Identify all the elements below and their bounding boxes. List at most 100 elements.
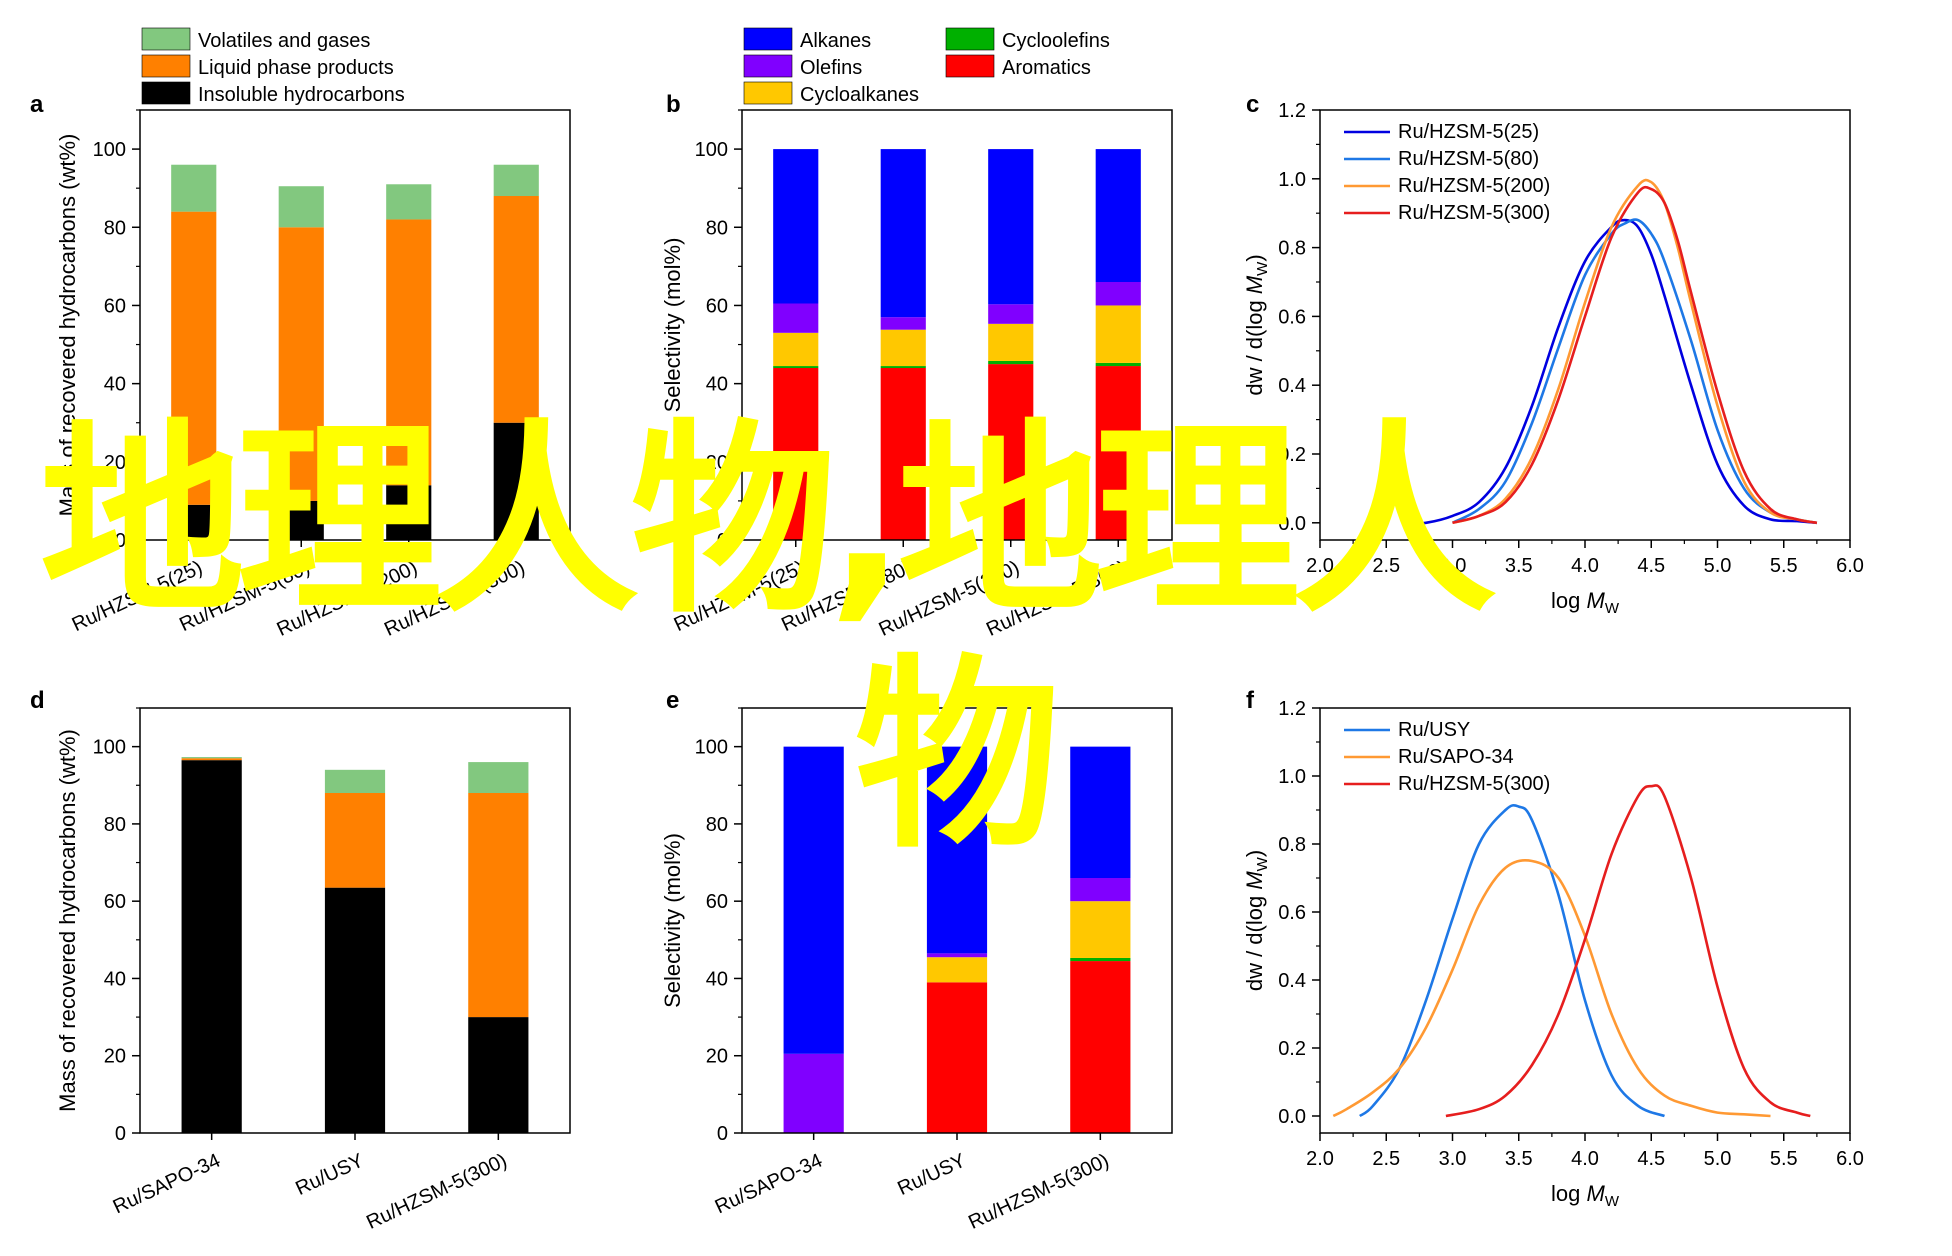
x-category-label: Ru/SAPO-34 <box>110 1150 224 1219</box>
series-line-ru-hzsm-5-300 <box>1445 784 1811 1118</box>
x-category-label: Ru/HZSM-5(300) <box>363 1150 510 1234</box>
y-tick-label: 100 <box>93 139 126 161</box>
legend-label-ru-hzsm-5-25: Ru/HZSM-5(25) <box>1398 121 1539 143</box>
bar-insoluble-hydrocarbons-ru-sapo-34 <box>181 760 242 1133</box>
legend-label-volatiles: Volatiles and gases <box>198 30 370 52</box>
panel-label-e: e <box>666 687 679 714</box>
bar-cycloalkanes-ru-hzsm-5-200 <box>988 323 1034 361</box>
series-line-ru-sapo-34 <box>1332 859 1771 1118</box>
bar-insoluble-hydrocarbons-ru-hzsm-5-300 <box>493 422 539 540</box>
bar-cycloolefins-ru-hzsm-5-200 <box>988 360 1034 365</box>
x-category-label: Ru/SAPO-34 <box>712 1150 826 1219</box>
bar-aromatics-ru-hzsm-5-300 <box>1095 366 1141 540</box>
bar-alkanes-ru-hzsm-5-300 <box>1095 149 1141 282</box>
bar-aromatics-ru-hzsm-5-25 <box>773 368 819 540</box>
legend-swatch-aromatics <box>945 54 995 78</box>
bar-insoluble-hydrocarbons-ru-hzsm-5-200 <box>386 485 432 540</box>
x-tick-label: 3.0 <box>1439 1148 1467 1170</box>
y-tick-label: 0.8 <box>1278 834 1306 856</box>
legend-swatch-olefins <box>743 54 793 78</box>
y-axis-label: dw / d(log MW) <box>1242 850 1271 991</box>
bar-olefins-ru-hzsm-5-25 <box>773 303 819 333</box>
bar-liquid-phase-products-ru-usy <box>324 793 386 888</box>
plot-frame <box>741 109 1173 541</box>
y-tick-label: 20 <box>706 1046 728 1068</box>
bar-alkanes-ru-hzsm-5-200 <box>988 149 1034 305</box>
y-tick-label: 0.6 <box>1278 306 1306 328</box>
y-tick-label: 60 <box>706 891 728 913</box>
legend-label-ru-hzsm-5-80: Ru/HZSM-5(80) <box>1398 148 1539 170</box>
bar-liquid-phase-products-ru-hzsm-5-80 <box>278 227 324 501</box>
x-tick-label: 4.0 <box>1571 555 1599 577</box>
y-tick-label: 40 <box>706 374 728 396</box>
bar-olefins-ru-sapo-34 <box>783 1053 844 1133</box>
panel-label-c: c <box>1246 91 1259 118</box>
x-category-label: Ru/USY <box>894 1150 969 1200</box>
panel-c-chart: 2.0 2.5 3.0 3.5 4.0 4.5 5.0 5.5 6.0 0.0 0.2 0.4 0.6 0… <box>1242 100 1864 617</box>
x-axis-label: log MW <box>1551 1181 1620 1210</box>
y-tick-label: 20 <box>104 452 126 474</box>
y-tick-label: 20 <box>104 1046 126 1068</box>
legend-label-ru-hzsm-5-200: Ru/HZSM-5(200) <box>1398 175 1550 197</box>
x-tick-label: 5.5 <box>1770 1148 1798 1170</box>
plot-frame <box>139 707 571 1134</box>
panel-label-b: b <box>666 91 681 118</box>
bar-alkanes-ru-hzsm-5-25 <box>773 149 819 304</box>
legend-swatch-insoluble <box>141 81 191 105</box>
y-tick-label: 0.4 <box>1278 970 1306 992</box>
y-tick-label: 1.0 <box>1278 766 1306 788</box>
x-tick-label: 4.0 <box>1571 1148 1599 1170</box>
bar-insoluble-hydrocarbons-ru-usy <box>324 887 386 1133</box>
bar-alkanes-ru-usy <box>926 746 988 954</box>
bar-cycloalkanes-ru-hzsm-5-300 <box>1070 901 1131 958</box>
y-tick-label: 1.0 <box>1278 169 1306 191</box>
panel-label-a: a <box>30 91 44 118</box>
bar-volatiles-and-gases-ru-hzsm-5-200 <box>386 184 432 220</box>
legend-label-ru-usy: Ru/USY <box>1398 719 1470 741</box>
y-tick-label: 0.0 <box>1278 1106 1306 1128</box>
bar-aromatics-ru-hzsm-5-200 <box>988 364 1034 540</box>
x-category-label: Ru/USY <box>292 1150 367 1200</box>
x-tick-label: 6.0 <box>1836 555 1864 577</box>
x-tick-label: 2.5 <box>1372 555 1400 577</box>
series-line-ru-hzsm-5-25 <box>1412 218 1818 525</box>
bar-volatiles-and-gases-ru-hzsm-5-300 <box>468 762 529 793</box>
series-line-ru-hzsm-5-200 <box>1452 178 1818 525</box>
legend-label-alkanes: Alkanes <box>800 30 871 52</box>
bar-volatiles-and-gases-ru-sapo-34 <box>181 757 242 759</box>
y-axis-label: Selectivity (mol%) <box>660 833 685 1008</box>
x-tick-label: 2.0 <box>1306 1148 1334 1170</box>
bar-aromatics-ru-hzsm-5-300 <box>1070 961 1131 1133</box>
x-tick-label: 6.0 <box>1836 1148 1864 1170</box>
legend-mass: Volatiles and gases Liquid phase product… <box>141 27 405 106</box>
y-axis-label: Mass of recovered hydrocarbons (wt%) <box>55 729 80 1112</box>
legend-label-insoluble: Insoluble hydrocarbons <box>198 84 405 106</box>
y-tick-label: 100 <box>93 737 126 759</box>
bar-cycloolefins-ru-hzsm-5-25 <box>773 366 819 368</box>
legend-label-aromatics: Aromatics <box>1002 57 1091 79</box>
y-tick-label: 60 <box>706 295 728 317</box>
legend-swatch-alkanes <box>743 27 793 51</box>
legend-label-ru-hzsm-5-300: Ru/HZSM-5(300) <box>1398 773 1550 795</box>
y-tick-label: 0.0 <box>1278 513 1306 535</box>
bar-cycloalkanes-ru-hzsm-5-80 <box>880 329 926 367</box>
bar-liquid-phase-products-ru-hzsm-5-300 <box>493 196 539 423</box>
panel-b-chart: Ru/HZSM-5(25)Ru/HZSM-5(80)Ru/HZSM-5(200)… <box>660 109 1173 641</box>
y-axis-label: Mass of recovered hydrocarbons (wt%) <box>55 134 80 517</box>
x-tick-label: 5.5 <box>1770 555 1798 577</box>
y-tick-label: 0 <box>717 530 728 552</box>
bar-insoluble-hydrocarbons-ru-hzsm-5-300 <box>468 1017 529 1133</box>
y-tick-label: 80 <box>706 217 728 239</box>
bar-olefins-ru-hzsm-5-300 <box>1095 282 1141 306</box>
series-line-ru-usy <box>1359 803 1665 1118</box>
x-tick-label: 5.0 <box>1704 555 1732 577</box>
series-line-ru-hzsm-5-300 <box>1452 185 1818 525</box>
panel-label-d: d <box>30 687 45 714</box>
bar-insoluble-hydrocarbons-ru-hzsm-5-25 <box>171 504 217 540</box>
y-tick-label: 80 <box>104 814 126 836</box>
panel-a-chart: Ru/HZSM-5(25)Ru/HZSM-5(80)Ru/HZSM-5(200)… <box>55 109 571 641</box>
bar-cycloolefins-ru-hzsm-5-80 <box>880 366 926 368</box>
x-category-label: Ru/HZSM-5(300) <box>965 1150 1112 1234</box>
